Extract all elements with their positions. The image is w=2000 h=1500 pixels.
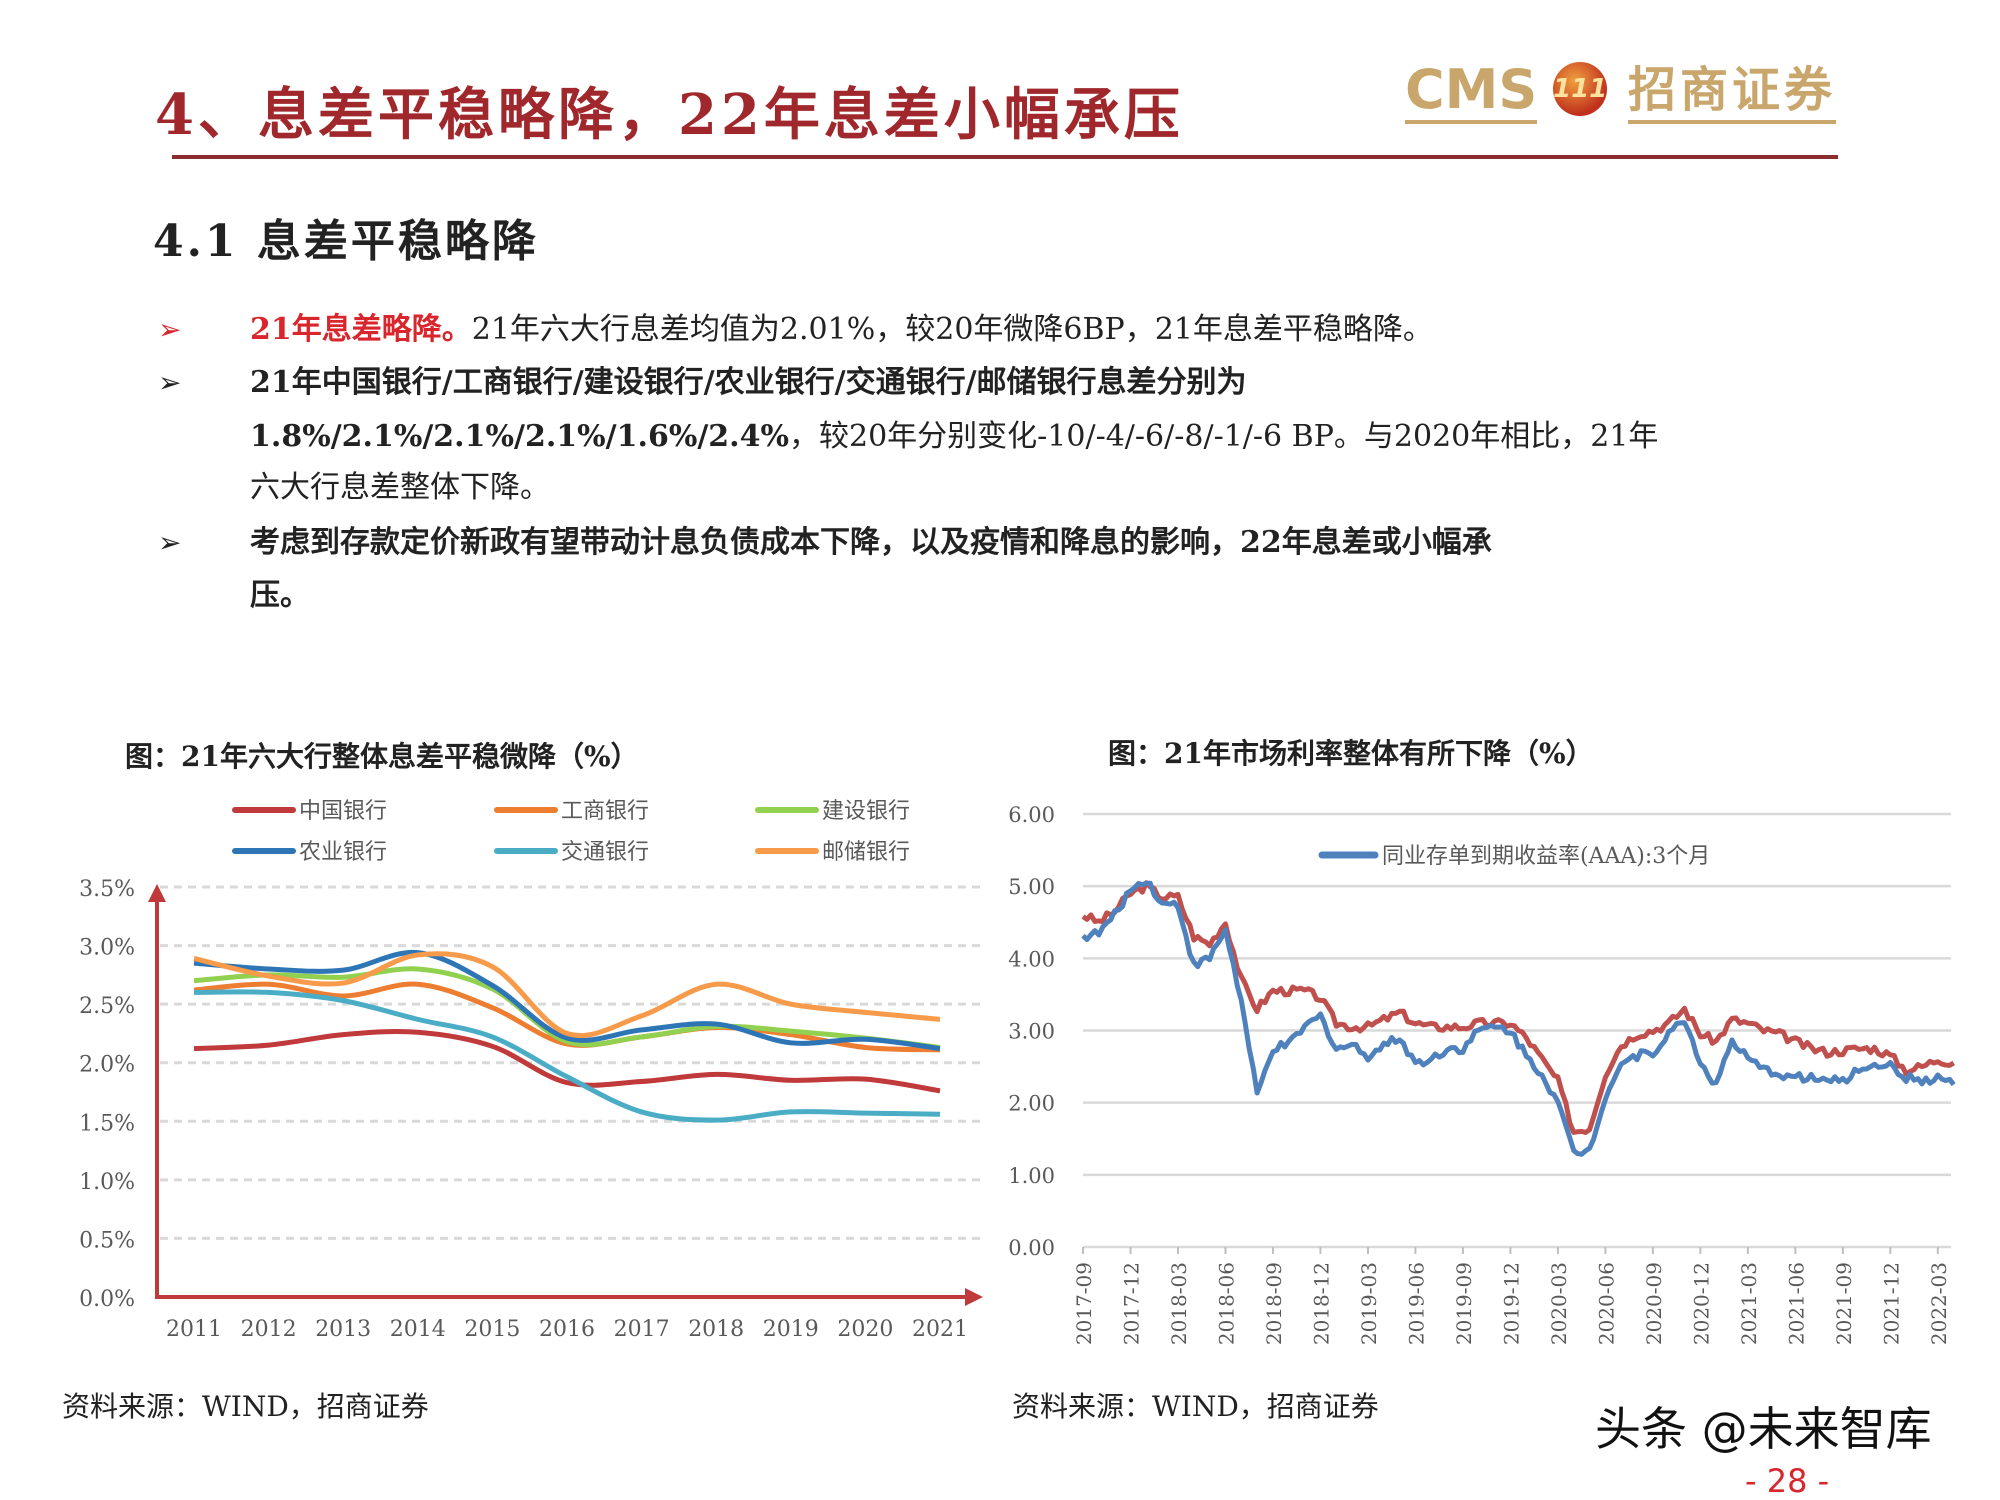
bullet-arrow-icon: ➢ (158, 366, 182, 399)
page-number: - 28 - (1745, 1462, 1830, 1500)
x-tick-label: 2022-03 (1927, 1262, 1951, 1345)
x-tick-label: 2017-12 (1119, 1262, 1143, 1345)
bullet-arrow-icon: ➢ (158, 526, 182, 559)
y-tick-label: 1.00 (1008, 1164, 1055, 1188)
legend-label: 工商银行 (561, 799, 649, 824)
legend-label: 同业存单到期收益率(AAA):3个月 (1382, 844, 1710, 869)
y-tick-label: 2.0% (79, 1053, 135, 1078)
y-tick-label: 1.0% (79, 1170, 135, 1195)
legend-label: 中国银行 (299, 799, 387, 824)
x-tick-label: 2014 (390, 1317, 446, 1342)
x-tick-label: 2019-12 (1499, 1262, 1523, 1345)
y-tick-label: 3.00 (1008, 1020, 1055, 1044)
logo-cms: CMS (1405, 60, 1538, 124)
x-tick-label: 2021-03 (1737, 1262, 1761, 1345)
bullet-text: 21年六大行息差均值为2.01%，较20年微降6BP，21年息差平稳略降。 (471, 312, 1433, 347)
x-tick-label: 2017 (614, 1317, 670, 1342)
section-heading: 4.1 息差平稳略降 (153, 216, 539, 267)
y-tick-label: 4.00 (1008, 947, 1055, 971)
logo-company-name: 招商证券 (1628, 60, 1837, 124)
left-chart-source: 资料来源：WIND，招商证券 (62, 1390, 429, 1423)
x-tick-label: 2019-03 (1357, 1262, 1381, 1345)
y-tick-label: 3.0% (79, 936, 135, 961)
right-chart-title: 图：21年市场利率整体有所下降（%） (1108, 737, 1594, 770)
logo-mark-icon: 111 (1553, 62, 1607, 116)
y-tick-label: 0.00 (1008, 1236, 1055, 1260)
x-tick-label: 2019-06 (1404, 1262, 1428, 1345)
left-chart-title: 图：21年六大行整体息差平稳微降（%） (125, 740, 639, 773)
y-axis-arrow-icon (148, 884, 166, 902)
bullet-bold-values: 1.8%/2.1%/2.1%/2.1%/1.6%/2.4% (250, 419, 789, 454)
bullet-2: ➢ 21年中国银行/工商银行/建设银行/农业银行/交通银行/邮储银行息差分别为 (158, 363, 1247, 403)
x-tick-label: 2018-09 (1262, 1262, 1286, 1345)
legend-label: 交通银行 (561, 840, 649, 865)
bullet-text: ，较20年分别变化-10/-4/-6/-8/-1/-6 BP。与2020年相比，… (788, 419, 1659, 454)
x-tick-label: 2021-06 (1784, 1262, 1808, 1345)
bullet-text: 考虑到存款定价新政有望带动计息负债成本下降，以及疫情和降息的影响，22年息差或小… (250, 525, 1492, 560)
x-tick-label: 2020-06 (1594, 1262, 1618, 1345)
legend-label: 农业银行 (299, 840, 387, 865)
page-title: 4、息差平稳略降，22年息差小幅承压 (155, 82, 1184, 148)
bullet-text: 21年中国银行/工商银行/建设银行/农业银行/交通银行/邮储银行息差分别为 (250, 365, 1247, 400)
bullet-2-line-2: 1.8%/2.1%/2.1%/2.1%/1.6%/2.4%，较20年分别变化-1… (250, 417, 1658, 457)
right-chart-source: 资料来源：WIND，招商证券 (1012, 1390, 1379, 1423)
x-tick-label: 2018-12 (1309, 1262, 1333, 1345)
y-tick-label: 2.00 (1008, 1092, 1055, 1116)
x-tick-label: 2020-12 (1689, 1262, 1713, 1345)
x-tick-label: 2018-03 (1167, 1262, 1191, 1345)
x-tick-label: 2013 (315, 1317, 371, 1342)
x-tick-label: 2016 (539, 1317, 595, 1342)
y-tick-label: 6.00 (1008, 803, 1055, 827)
x-tick-label: 2021 (912, 1317, 968, 1342)
title-divider (172, 155, 1838, 159)
y-tick-label: 5.00 (1008, 875, 1055, 899)
x-tick-label: 2020-09 (1642, 1262, 1666, 1345)
bullet-2-line-3: 六大行息差整体下降。 (250, 470, 550, 505)
bullet-lead: 21年息差略降。 (250, 312, 472, 347)
bullet-arrow-icon: ➢ (158, 313, 182, 346)
x-tick-label: 2019 (763, 1317, 819, 1342)
y-tick-label: 1.5% (79, 1111, 135, 1136)
y-tick-label: 0.5% (79, 1228, 135, 1253)
y-tick-label: 3.5% (79, 877, 135, 902)
y-tick-label: 0.0% (79, 1287, 135, 1312)
x-tick-label: 2018-06 (1214, 1262, 1238, 1345)
watermark: 头条 @未来智库 (1595, 1402, 1932, 1456)
x-tick-label: 2021-12 (1879, 1262, 1903, 1345)
x-tick-label: 2015 (464, 1317, 520, 1342)
x-tick-label: 2020 (837, 1317, 893, 1342)
x-tick-label: 2021-09 (1832, 1262, 1856, 1345)
legend-label: 邮储银行 (822, 840, 910, 865)
x-tick-label: 2018 (688, 1317, 744, 1342)
series-line-1 (1081, 880, 1956, 1157)
x-axis-arrow-icon (965, 1288, 983, 1306)
legend-label: 建设银行 (822, 799, 910, 824)
x-tick-label: 2012 (241, 1317, 297, 1342)
y-tick-label: 2.5% (79, 994, 135, 1019)
bullet-3-line-2: 压。 (250, 578, 310, 613)
x-tick-label: 2020-03 (1547, 1262, 1571, 1345)
x-tick-label: 2011 (166, 1317, 222, 1342)
bullet-3: ➢ 考虑到存款定价新政有望带动计息负债成本下降，以及疫情和降息的影响，22年息差… (158, 523, 1492, 563)
bullet-1: ➢ 21年息差略降。21年六大行息差均值为2.01%，较20年微降6BP，21年… (158, 310, 1433, 350)
x-tick-label: 2017-09 (1072, 1262, 1096, 1345)
series-line-0 (1081, 880, 1955, 1135)
x-tick-label: 2019-09 (1452, 1262, 1476, 1345)
